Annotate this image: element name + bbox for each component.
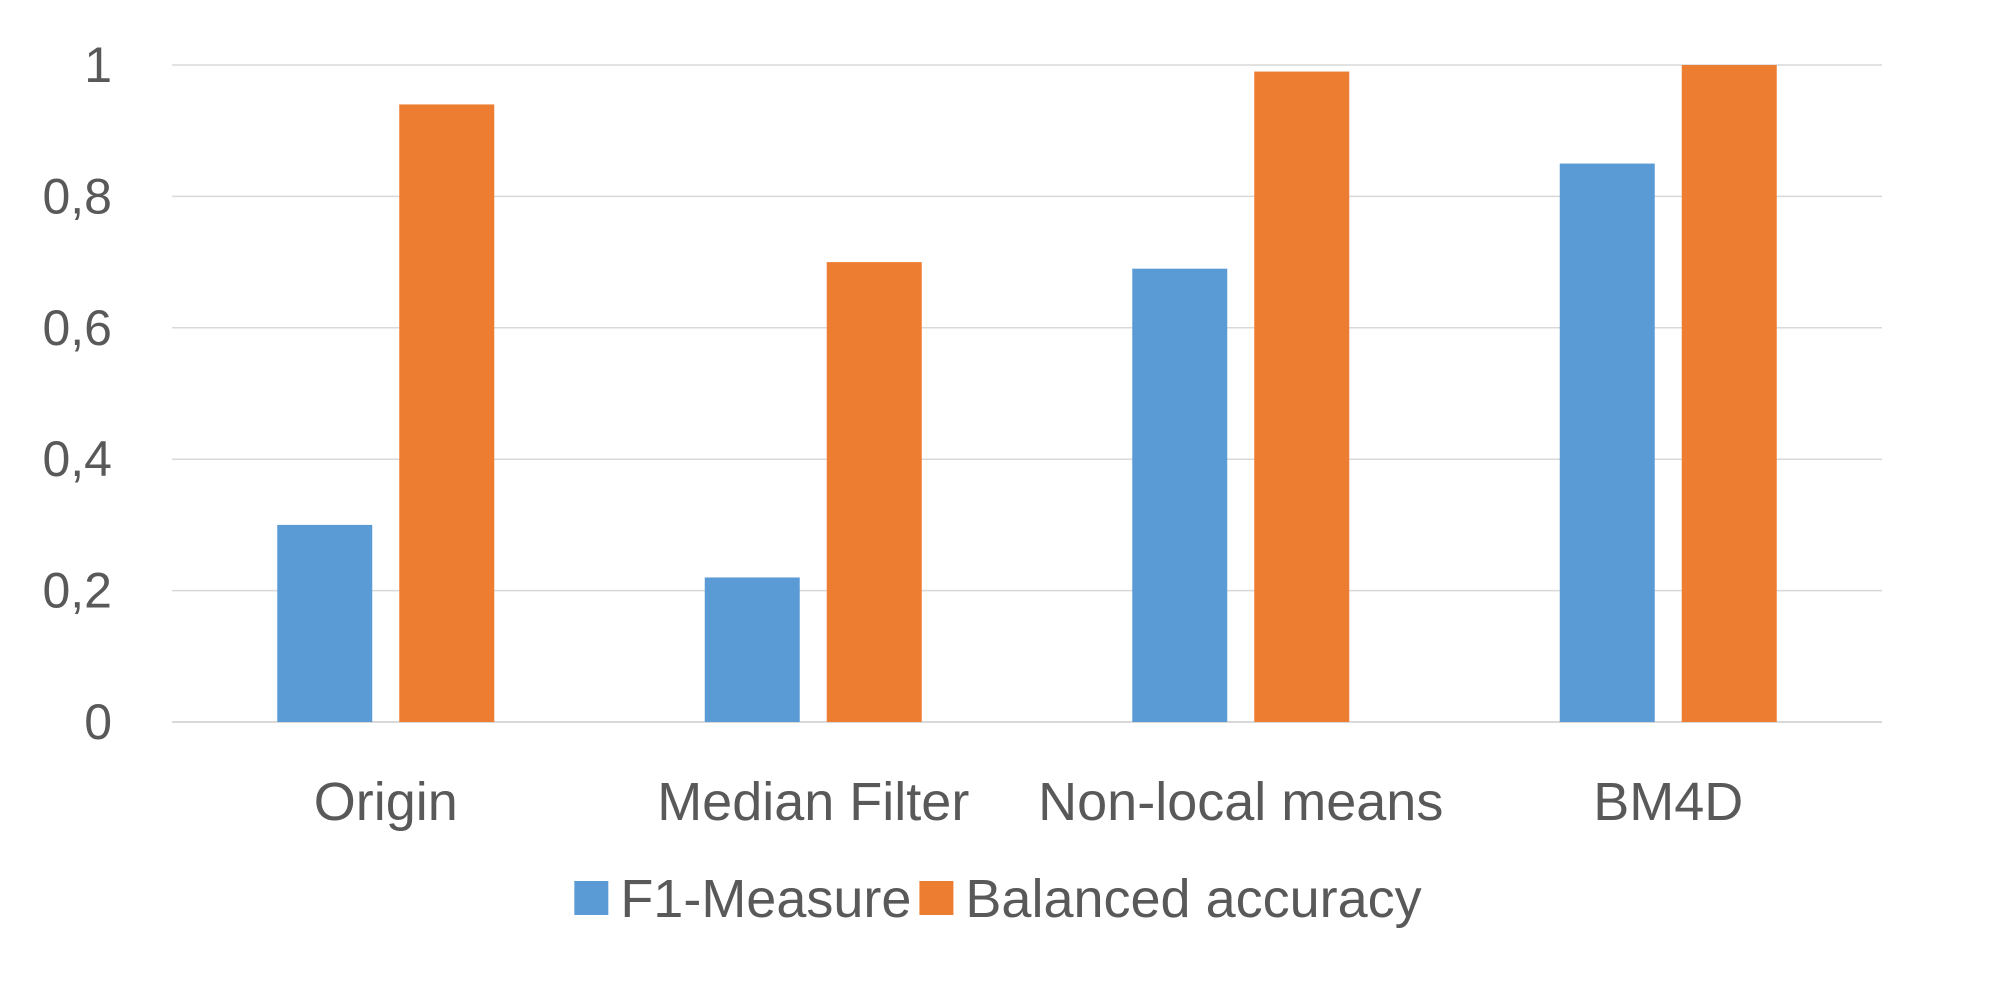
bar-f1-measure xyxy=(704,577,800,722)
legend-label: F1-Measure xyxy=(620,869,911,929)
legend-swatch xyxy=(574,881,609,915)
bar-balanced-accuracy xyxy=(399,104,495,723)
x-category-label: Origin xyxy=(314,772,458,832)
legend-label: Balanced accuracy xyxy=(965,869,1421,929)
bars xyxy=(277,65,1777,723)
y-tick-label: 0,6 xyxy=(42,300,112,356)
x-category-label: Median Filter xyxy=(657,772,969,832)
legend-swatch xyxy=(919,881,954,915)
bar-balanced-accuracy xyxy=(826,262,922,722)
bar-balanced-accuracy xyxy=(1254,71,1350,722)
y-tick-label: 1 xyxy=(84,37,112,93)
legend-item-f1-measure: F1-Measure xyxy=(574,869,911,929)
y-tick-label: 0,4 xyxy=(42,431,112,487)
y-tick-label: 0,2 xyxy=(42,563,112,619)
x-axis-category-labels: Origin Median Filter Non-local means BM4D xyxy=(314,772,1744,832)
y-tick-label: 0 xyxy=(84,694,112,750)
bar-f1-measure xyxy=(1559,163,1655,723)
bar-f1-measure xyxy=(1132,268,1228,722)
y-axis-tick-labels: 0 0,2 0,4 0,6 0,8 1 xyxy=(42,37,112,750)
x-category-label: BM4D xyxy=(1593,772,1743,832)
y-tick-label: 0,8 xyxy=(42,168,112,224)
legend: F1-Measure Balanced accuracy xyxy=(574,869,1422,929)
bar-f1-measure xyxy=(277,524,373,722)
x-category-label: Non-local means xyxy=(1038,772,1443,832)
bar-balanced-accuracy xyxy=(1681,65,1777,722)
legend-item-balanced-accuracy: Balanced accuracy xyxy=(919,869,1422,929)
